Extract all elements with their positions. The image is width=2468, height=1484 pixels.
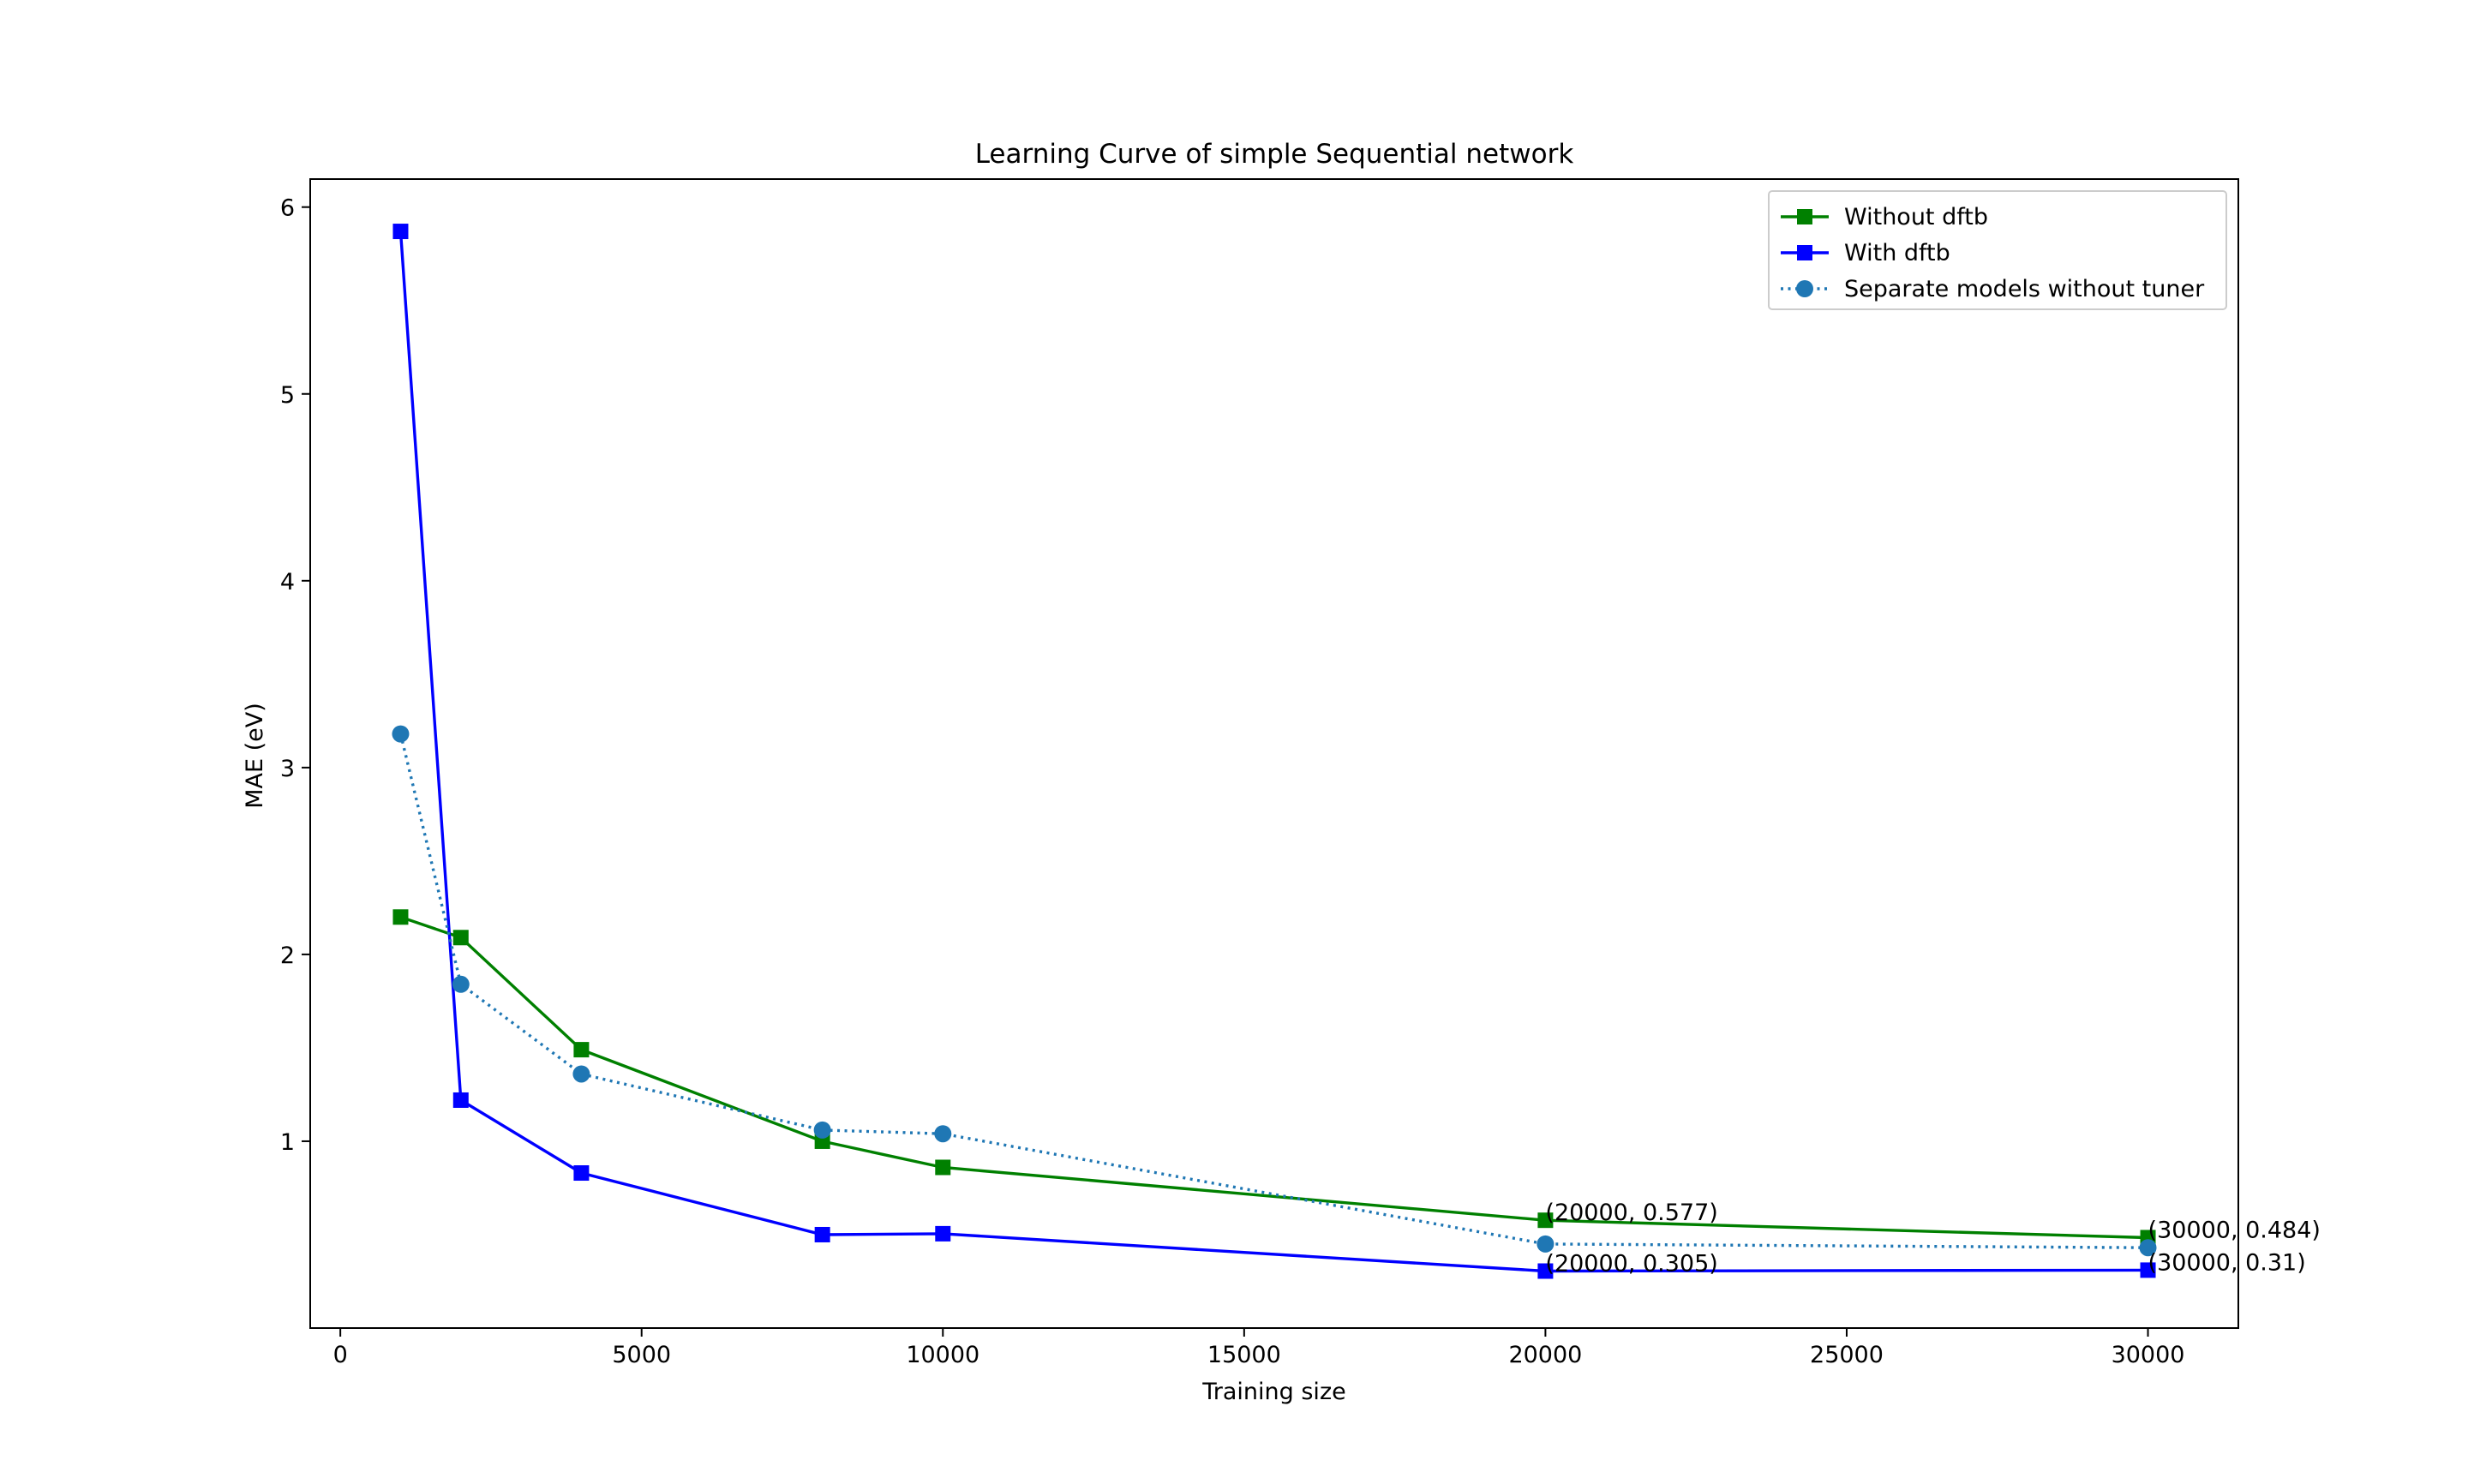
y-tick-label: 4 — [280, 569, 295, 595]
point-annotation: (20000, 0.577) — [1545, 1200, 1717, 1226]
data-point — [452, 930, 469, 946]
legend-marker — [1796, 280, 1813, 297]
data-point — [452, 975, 470, 993]
x-tick-label: 0 — [333, 1342, 348, 1368]
plot-series — [392, 224, 2157, 1279]
legend-label: Without dftb — [1844, 204, 1988, 230]
x-tick-label: 5000 — [612, 1342, 671, 1368]
y-axis-label: MAE (eV) — [242, 703, 268, 809]
data-point — [934, 1125, 952, 1143]
data-point — [392, 725, 410, 743]
data-point — [573, 1042, 590, 1058]
x-tick-label: 25000 — [1810, 1342, 1884, 1368]
legend-entry: Separate models without tuner — [1781, 276, 2205, 302]
series-1 — [392, 224, 2156, 1279]
legend-entry: With dftb — [1781, 240, 1950, 266]
legend-entry: Without dftb — [1781, 204, 1988, 230]
y-tick-label: 5 — [280, 382, 295, 409]
axis-ticks: 0 5000 10000 15000 20000 25000 30000 1 2 3 4 5 6 — [280, 195, 2185, 1368]
data-point — [392, 909, 409, 925]
x-axis-label: Training size — [1201, 1379, 1345, 1405]
legend-marker — [1797, 209, 1812, 224]
legend: Without dftb With dftb Separate models wit… — [1768, 190, 2227, 310]
data-point — [813, 1121, 831, 1139]
x-tick-label: 30000 — [2112, 1342, 2185, 1368]
data-point — [1537, 1263, 1554, 1279]
data-point — [1537, 1235, 1554, 1253]
x-tick-label: 10000 — [906, 1342, 979, 1368]
legend-label: With dftb — [1844, 240, 1950, 266]
data-point — [2140, 1262, 2156, 1278]
series-2 — [392, 725, 2157, 1257]
data-point — [572, 1065, 590, 1083]
data-point — [392, 224, 409, 240]
point-annotations: (20000, 0.577) (20000, 0.305) (30000, 0.48… — [1545, 1200, 2321, 1277]
legend-marker — [1797, 245, 1812, 260]
data-point — [573, 1165, 590, 1182]
data-point — [2139, 1239, 2157, 1257]
legend-box — [1768, 190, 2227, 310]
x-tick-label: 15000 — [1207, 1342, 1281, 1368]
y-tick-label: 6 — [280, 195, 295, 222]
point-annotation: (20000, 0.305) — [1545, 1250, 1717, 1277]
plot-frame — [309, 178, 2239, 1329]
y-tick-label: 3 — [280, 756, 295, 782]
point-annotation: (30000, 0.31) — [2148, 1249, 2306, 1276]
data-point — [935, 1159, 951, 1176]
data-point — [814, 1226, 830, 1242]
data-point — [1537, 1212, 1554, 1229]
legend-label: Separate models without tuner — [1844, 276, 2205, 302]
chart-title: Learning Curve of simple Sequential netw… — [975, 139, 1574, 170]
point-annotation: (30000, 0.484) — [2148, 1217, 2321, 1243]
y-tick-label: 1 — [280, 1129, 295, 1156]
x-tick-label: 20000 — [1508, 1342, 1582, 1368]
y-tick-label: 2 — [280, 942, 295, 969]
data-point — [935, 1225, 951, 1242]
data-point — [452, 1092, 469, 1108]
